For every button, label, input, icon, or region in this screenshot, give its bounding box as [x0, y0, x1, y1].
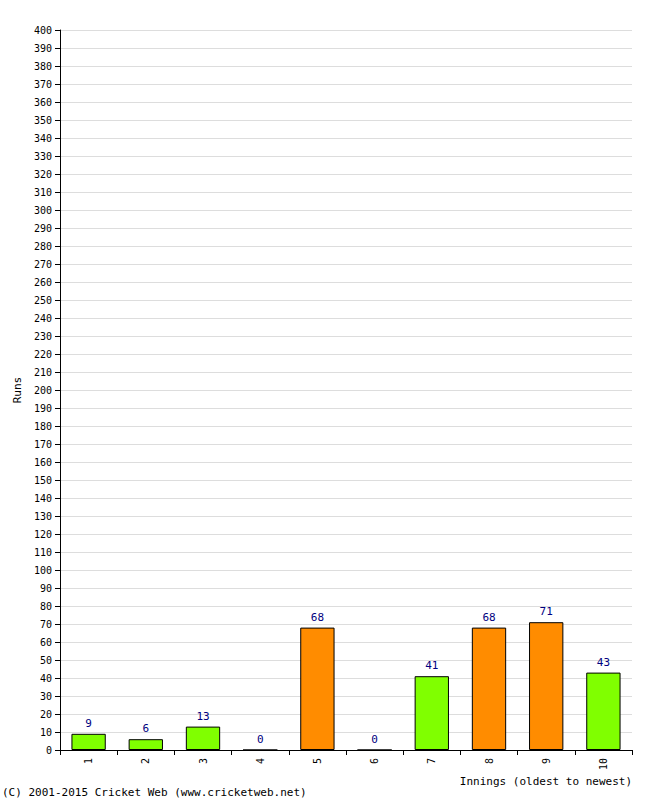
svg-text:130: 130 [34, 511, 52, 522]
svg-text:9: 9 [541, 758, 552, 764]
svg-text:2: 2 [140, 758, 151, 764]
svg-text:340: 340 [34, 133, 52, 144]
svg-text:270: 270 [34, 259, 52, 270]
svg-text:310: 310 [34, 187, 52, 198]
svg-text:13: 13 [196, 710, 209, 723]
svg-text:41: 41 [425, 659, 438, 672]
svg-text:90: 90 [40, 583, 52, 594]
svg-text:230: 230 [34, 331, 52, 342]
svg-text:360: 360 [34, 97, 52, 108]
svg-text:260: 260 [34, 277, 52, 288]
svg-text:250: 250 [34, 295, 52, 306]
svg-text:(C) 2001-2015 Cricket Web (www: (C) 2001-2015 Cricket Web (www.cricketwe… [2, 786, 307, 799]
svg-text:50: 50 [40, 655, 52, 666]
svg-text:220: 220 [34, 349, 52, 360]
svg-text:160: 160 [34, 457, 52, 468]
svg-text:300: 300 [34, 205, 52, 216]
svg-text:380: 380 [34, 61, 52, 72]
svg-text:6: 6 [142, 722, 149, 735]
svg-text:9: 9 [85, 717, 92, 730]
svg-text:71: 71 [540, 605, 553, 618]
svg-text:68: 68 [482, 611, 495, 624]
svg-text:60: 60 [40, 637, 52, 648]
svg-text:280: 280 [34, 241, 52, 252]
svg-text:110: 110 [34, 547, 52, 558]
svg-text:3: 3 [198, 758, 209, 764]
svg-text:1: 1 [83, 758, 94, 764]
svg-text:10: 10 [598, 758, 609, 770]
svg-text:8: 8 [484, 758, 495, 764]
svg-text:350: 350 [34, 115, 52, 126]
svg-text:100: 100 [34, 565, 52, 576]
svg-text:290: 290 [34, 223, 52, 234]
svg-text:Innings (oldest to newest): Innings (oldest to newest) [460, 775, 632, 788]
svg-text:80: 80 [40, 601, 52, 612]
svg-text:320: 320 [34, 169, 52, 180]
svg-text:68: 68 [311, 611, 324, 624]
svg-text:170: 170 [34, 439, 52, 450]
svg-text:180: 180 [34, 421, 52, 432]
svg-text:390: 390 [34, 43, 52, 54]
svg-text:43: 43 [597, 656, 610, 669]
svg-text:Runs: Runs [11, 377, 24, 404]
svg-text:30: 30 [40, 691, 52, 702]
svg-text:0: 0 [46, 745, 52, 756]
svg-text:190: 190 [34, 403, 52, 414]
svg-text:4: 4 [255, 758, 266, 764]
svg-text:400: 400 [34, 25, 52, 36]
svg-text:200: 200 [34, 385, 52, 396]
svg-text:370: 370 [34, 79, 52, 90]
svg-text:10: 10 [40, 727, 52, 738]
svg-text:330: 330 [34, 151, 52, 162]
svg-text:6: 6 [369, 758, 380, 764]
svg-text:0: 0 [257, 733, 264, 746]
svg-text:7: 7 [426, 758, 437, 764]
svg-text:120: 120 [34, 529, 52, 540]
svg-text:0: 0 [371, 733, 378, 746]
svg-text:40: 40 [40, 673, 52, 684]
svg-text:5: 5 [312, 758, 323, 764]
svg-text:240: 240 [34, 313, 52, 324]
svg-text:150: 150 [34, 475, 52, 486]
svg-text:140: 140 [34, 493, 52, 504]
svg-text:210: 210 [34, 367, 52, 378]
svg-text:20: 20 [40, 709, 52, 720]
svg-text:70: 70 [40, 619, 52, 630]
